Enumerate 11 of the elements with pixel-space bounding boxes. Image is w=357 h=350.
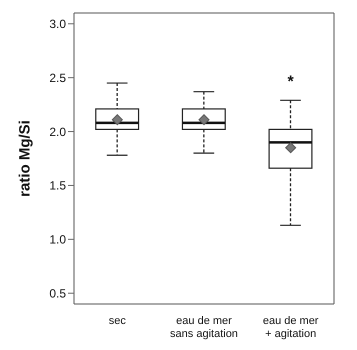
y-axis-title: ratio Mg/Si: [16, 120, 34, 197]
x-tick-label: eau de mer + agitation: [262, 315, 319, 340]
y-tick-label: 2.5: [49, 70, 66, 85]
y-tick-label: 1.5: [49, 178, 66, 193]
annotation: *: [288, 73, 295, 90]
y-tick-label: 3.0: [49, 17, 66, 32]
y-tick-label: 2.0: [49, 124, 66, 139]
x-tick-label: sec: [108, 315, 126, 327]
y-tick-label: 0.5: [49, 286, 66, 300]
y-tick-label: 1.0: [49, 232, 66, 247]
x-tick-label: eau de mer sans agitation: [170, 315, 238, 340]
